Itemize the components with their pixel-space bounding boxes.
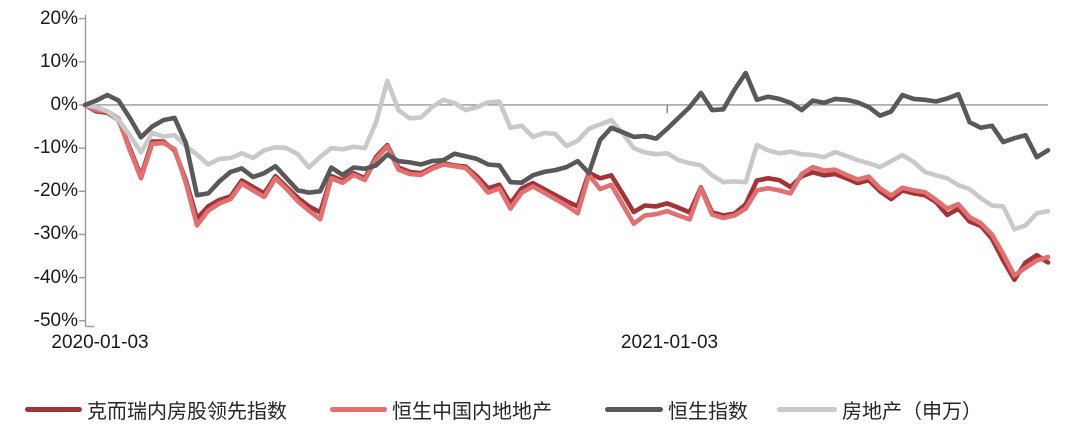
y-axis-tick-label: -50% (33, 310, 78, 331)
y-axis-tick-label: -10% (33, 137, 78, 158)
series-line-1 (82, 102, 1051, 278)
x-axis-tick-label: 2020-01-03 (51, 332, 149, 353)
series-line-2 (82, 70, 1051, 198)
x-axis-tick-label: 2021-01-03 (620, 332, 719, 353)
y-axis-tick-label: -40% (33, 267, 78, 288)
series-line-3 (82, 78, 1051, 232)
y-axis-tick-label: -20% (33, 180, 78, 201)
y-axis-tick-label: 0% (50, 94, 78, 115)
y-axis-tick-label: 10% (39, 51, 78, 72)
series-line-0 (82, 102, 1051, 283)
y-axis-tick-label: -30% (33, 223, 78, 244)
y-axis-tick-label: 20% (39, 8, 78, 29)
